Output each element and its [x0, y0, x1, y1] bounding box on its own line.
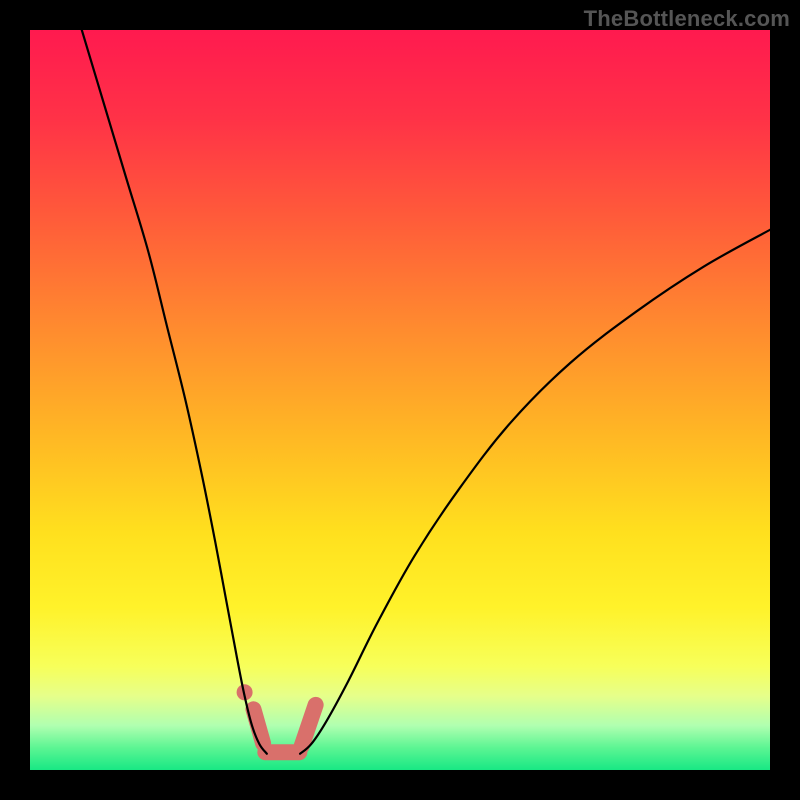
- valley-marker-segment: [253, 709, 263, 743]
- chart-stage: TheBottleneck.com: [0, 0, 800, 800]
- curve-left: [82, 30, 267, 754]
- valley-marker-group: [237, 684, 316, 752]
- curve-right: [300, 230, 770, 754]
- watermark-text: TheBottleneck.com: [584, 6, 790, 32]
- plot-inner: [30, 30, 770, 770]
- curves-layer: [30, 30, 770, 770]
- plot-frame: [30, 30, 770, 770]
